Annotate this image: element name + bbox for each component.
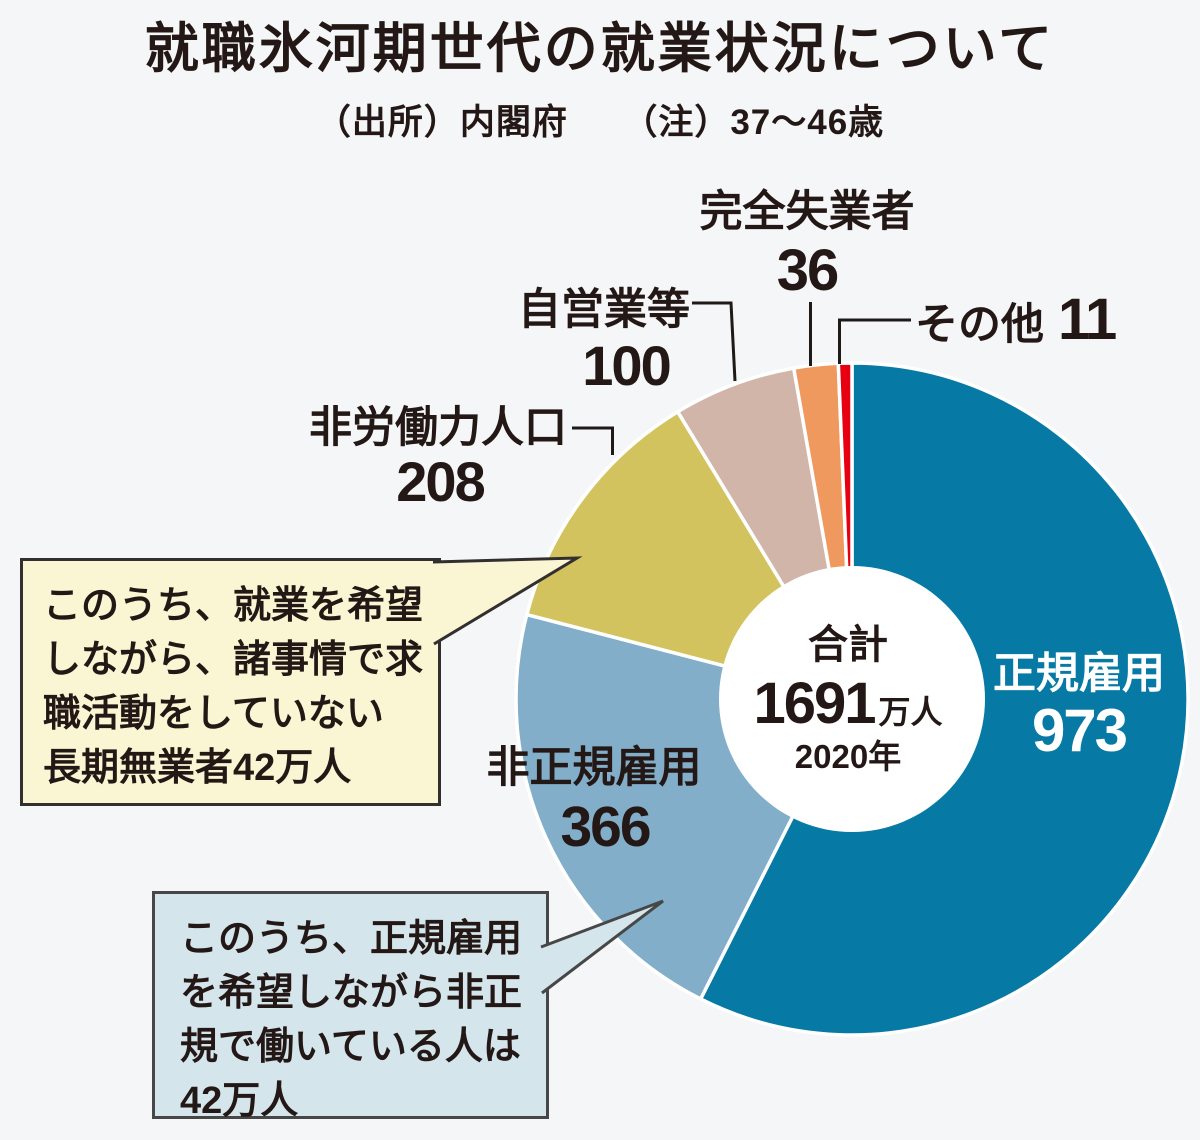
leader-lines — [572, 301, 911, 455]
value-other: 11 — [1058, 287, 1117, 352]
donut-hole — [719, 566, 985, 832]
total-label: 合計 — [808, 623, 888, 667]
leader-other — [838, 318, 911, 364]
leader-not-in-labor-force — [572, 426, 614, 455]
callout-involuntary-non-regular: このうち、正規雇用 を希望しながら非正 規で働いている人は 42万人 — [152, 891, 549, 1122]
value-self-employed: 100 — [582, 334, 671, 397]
total-unit: 万人 — [878, 694, 943, 730]
label-unemployed: 完全失業者 — [699, 188, 915, 236]
label-other: その他 11 — [915, 287, 1117, 352]
callout-pointer-blue — [540, 899, 664, 995]
donut-center: 合計 1691 万人 2020年 — [722, 620, 974, 777]
chart-title: 就職氷河期世代の就業状況について — [144, 19, 1056, 79]
leader-self-employed — [692, 301, 737, 382]
callout-long-term-jobless: このうち、就業を希望 しながら、諸事情で求 職活動をしていない 長期無業者42万… — [20, 558, 441, 806]
value-unemployed: 36 — [776, 238, 840, 303]
callout-pointer-yellow — [432, 556, 583, 646]
label-self-employed: 自営業等 — [518, 286, 690, 334]
value-non-regular-employment: 366 — [560, 795, 651, 859]
label-regular-employment: 正規雇用 — [993, 650, 1165, 698]
value-regular-employment: 973 — [1031, 697, 1128, 764]
chart-source-note: （出所）内閣府 （注）37～46歳 — [315, 103, 885, 142]
total-value-row: 1691 万人 — [722, 671, 974, 736]
value-not-in-labor-force: 208 — [396, 450, 485, 513]
label-other-text: その他 — [915, 301, 1044, 349]
label-non-regular-employment: 非正規雇用 — [486, 744, 702, 792]
label-not-in-labor-force: 非労働力人口 — [309, 404, 567, 452]
total-year: 2020年 — [794, 738, 902, 775]
total-value: 1691 — [753, 671, 876, 736]
